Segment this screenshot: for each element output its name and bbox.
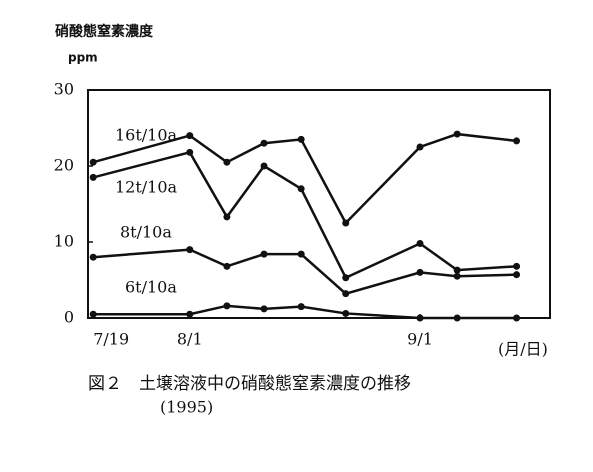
data-point	[260, 250, 268, 258]
y-axis-label: ppm	[68, 51, 98, 65]
data-point	[223, 158, 231, 166]
series-line	[93, 304, 517, 320]
data-point	[297, 135, 305, 143]
data-point	[342, 274, 350, 282]
data-point	[513, 262, 521, 270]
data-point	[416, 143, 424, 151]
data-point	[186, 246, 194, 254]
data-point	[453, 314, 461, 322]
chart-title: 硝酸態窒素濃度	[55, 23, 154, 40]
x-tick-label: 9/1	[407, 330, 433, 349]
y-tick-label: 10	[54, 232, 74, 251]
caption-year: (1995)	[160, 398, 213, 417]
data-point	[453, 272, 461, 280]
data-point	[416, 240, 424, 248]
plot-frame	[87, 89, 551, 319]
data-point	[453, 266, 461, 274]
data-point	[89, 173, 97, 181]
data-point	[223, 262, 231, 270]
data-point	[513, 271, 521, 279]
data-point	[223, 213, 231, 221]
data-point	[297, 303, 305, 311]
y-tick-label: 30	[54, 80, 74, 99]
x-tick-label: 8/1	[177, 330, 203, 349]
y-tick-label: 20	[54, 156, 74, 175]
caption: 図２ 土壌溶液中の硝酸態窒素濃度の推移	[88, 374, 411, 394]
data-point	[260, 162, 268, 170]
data-point	[186, 132, 194, 140]
data-point	[186, 148, 194, 156]
series-label: 12t/10a	[115, 178, 178, 197]
data-point	[416, 268, 424, 276]
series-label: 6t/10a	[125, 278, 177, 297]
data-point	[260, 139, 268, 147]
data-point	[513, 314, 521, 322]
data-point	[186, 310, 194, 318]
data-point	[223, 302, 231, 310]
data-point	[342, 309, 350, 317]
data-point	[297, 250, 305, 258]
data-point	[513, 137, 521, 145]
data-point	[260, 305, 268, 313]
x-axis-label: (月/日)	[498, 340, 548, 359]
series-label: 16t/10a	[115, 126, 178, 145]
x-tick-label: 7/19	[93, 330, 129, 349]
data-point	[453, 130, 461, 138]
data-point	[89, 253, 97, 261]
data-point	[297, 185, 305, 193]
data-point	[89, 310, 97, 318]
y-tick-label: 0	[64, 308, 74, 327]
data-point	[342, 219, 350, 227]
series-label: 8t/10a	[120, 223, 172, 242]
data-point	[342, 290, 350, 298]
data-point	[416, 314, 424, 322]
data-point	[89, 158, 97, 166]
